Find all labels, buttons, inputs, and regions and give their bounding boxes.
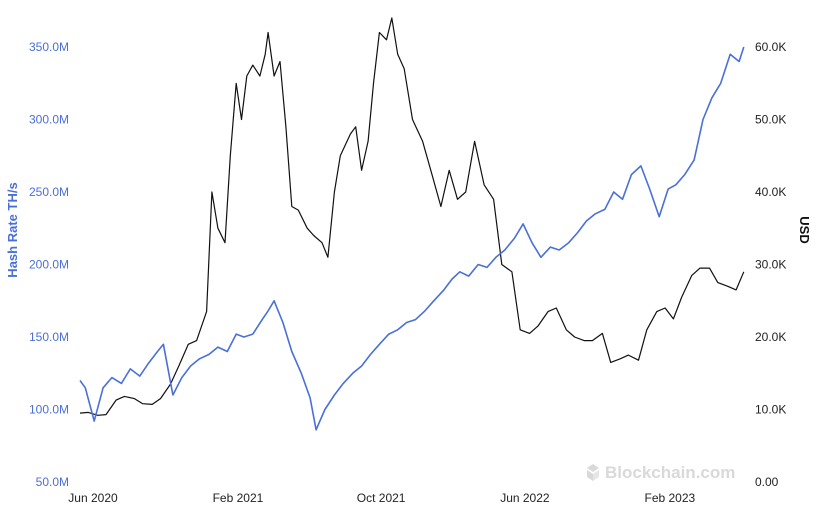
y-right-tick-label: 50.0K [755,113,786,127]
y-right-tick-label: 0.00 [755,475,779,489]
x-tick-label: Jun 2022 [500,491,550,505]
right-axis: 0.00 10.0K 20.0K 30.0K 40.0K 50.0K 60.0K [755,40,786,489]
y-right-tick-label: 40.0K [755,185,786,199]
y-right-tick-label: 60.0K [755,40,786,54]
y-right-tick-label: 30.0K [755,258,786,272]
series-line-hash-rate [79,46,745,431]
y-left-tick-label: 300.0M [29,113,69,127]
watermark-text: Blockchain.com [605,463,735,482]
y-left-tick-label: 150.0M [29,330,69,344]
y-left-tick-label: 200.0M [29,258,69,272]
watermark: Blockchain.com [587,463,735,482]
series-layer [79,17,745,431]
y-left-tick-label: 50.0M [36,475,69,489]
y-right-tick-label: 10.0K [755,403,786,417]
x-tick-label: Oct 2021 [357,491,406,505]
series-line-usd-price [79,17,745,416]
x-axis: Jun 2020 Feb 2021 Oct 2021 Jun 2022 Feb 2023 [68,491,695,505]
left-axis: 50.0M 100.0M 150.0M 200.0M 250.0M 300.0M 350.0… [29,40,69,489]
blockchain-logo-icon [587,464,599,481]
y-axis-label-left: Hash Rate TH/s [5,182,20,277]
x-tick-label: Jun 2020 [68,491,118,505]
x-tick-label: Feb 2023 [644,491,695,505]
y-left-tick-label: 250.0M [29,185,69,199]
y-left-tick-label: 350.0M [29,40,69,54]
y-axis-label-right: USD [797,216,812,243]
x-tick-label: Feb 2021 [213,491,264,505]
y-right-tick-label: 20.0K [755,330,786,344]
y-left-tick-label: 100.0M [29,403,69,417]
